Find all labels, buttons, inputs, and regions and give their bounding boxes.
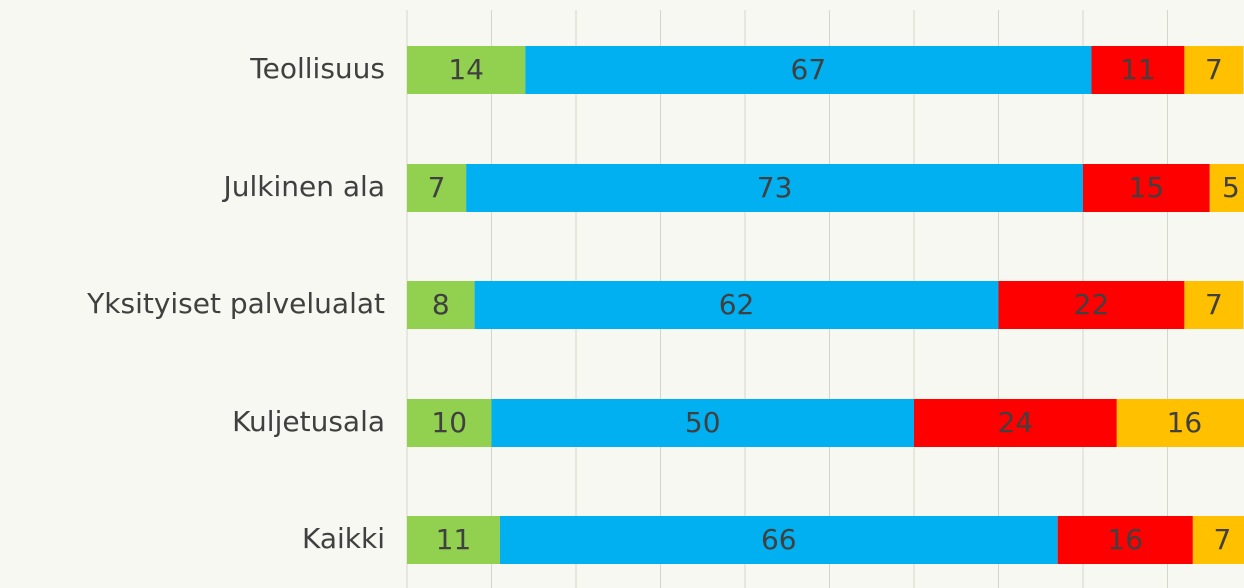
data-label: 14	[448, 53, 484, 86]
data-label: 16	[1107, 523, 1143, 556]
data-label: 62	[719, 288, 755, 321]
data-label: 7	[1205, 288, 1223, 321]
bar-segment	[1184, 46, 1244, 94]
bar-segment	[407, 516, 500, 564]
bar-segment	[407, 46, 526, 94]
data-label: 10	[431, 406, 467, 439]
bar-segment	[525, 46, 1092, 94]
bar-segment	[407, 164, 467, 212]
bar-segment	[1116, 399, 1244, 447]
data-label: 50	[685, 406, 721, 439]
bar-segment	[407, 281, 475, 329]
bar-segment	[1057, 516, 1193, 564]
data-label: 5	[1222, 171, 1240, 204]
bar-segment	[474, 281, 999, 329]
data-label: 8	[432, 288, 450, 321]
data-label: 16	[1167, 406, 1203, 439]
category-label: Yksityiset palvelualat	[86, 287, 385, 320]
bar-segment	[1083, 164, 1210, 212]
data-label: 7	[428, 171, 446, 204]
data-label: 15	[1129, 171, 1165, 204]
data-label: 67	[791, 53, 827, 86]
category-label: Julkinen ala	[222, 170, 386, 203]
bar-segment	[407, 399, 492, 447]
bar-segment	[1209, 164, 1244, 212]
bar-segment	[491, 399, 914, 447]
category-label: Kuljetusala	[232, 405, 385, 438]
data-label: 66	[761, 523, 797, 556]
bar-segment	[914, 399, 1117, 447]
data-label: 11	[436, 523, 472, 556]
data-label: 11	[1120, 53, 1156, 86]
data-label: 22	[1074, 288, 1110, 321]
data-label: 7	[1205, 53, 1223, 86]
category-label: Kaikki	[302, 522, 385, 555]
data-label: 7	[1214, 523, 1232, 556]
bar-segment	[998, 281, 1185, 329]
bar-segment	[1192, 516, 1244, 564]
data-label: 24	[998, 406, 1034, 439]
bar-segment	[1091, 46, 1185, 94]
bar-segment	[1184, 281, 1244, 329]
category-label: Teollisuus	[249, 52, 385, 85]
bar-segment	[499, 516, 1058, 564]
data-label: 73	[757, 171, 793, 204]
bar-segment	[466, 164, 1083, 212]
